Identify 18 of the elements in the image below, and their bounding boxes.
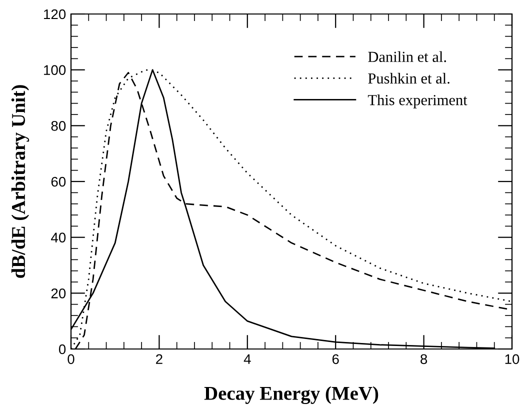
x-axis-title: Decay Energy (MeV): [204, 386, 378, 404]
x-tick-label: 2: [156, 354, 162, 364]
y-tick-label: 60: [51, 176, 66, 187]
y-tick-label: 0: [58, 344, 66, 354]
legend-label: This experiment: [368, 94, 468, 108]
y-axis-title: dB/dE (Arbitrary Unit): [11, 85, 30, 278]
y-tick-label: 100: [44, 65, 66, 76]
x-tick-label: 4: [244, 354, 251, 364]
y-tick-label: 80: [51, 121, 66, 131]
y-tick-label: 40: [51, 232, 66, 243]
legend-label: Pushkin et al.: [368, 72, 450, 84]
x-tick-label: 6: [332, 354, 339, 364]
x-tick-label: 0: [68, 354, 74, 364]
x-tick-label: 8: [420, 354, 428, 364]
y-tick-label: 20: [51, 288, 66, 298]
legend-label: Danilin et al.: [368, 51, 446, 62]
y-tick-label: 120: [44, 9, 66, 20]
x-tick-label: 10: [505, 354, 520, 364]
